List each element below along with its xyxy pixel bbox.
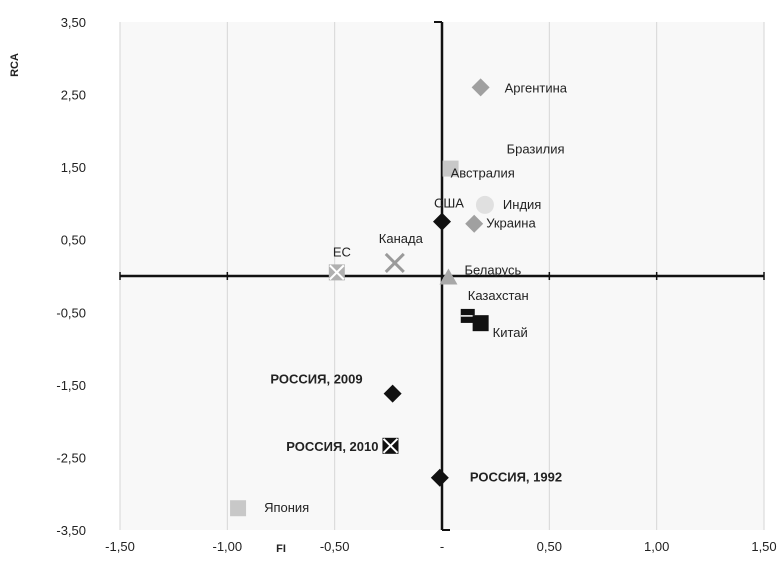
x-tick-label-4: 0,50 [537,539,562,554]
y-axis-title: RCA [9,53,21,77]
point-labels: Аргентина Бразилия Австралия Индия США Украин… [264,80,568,515]
y-tick-label-7: -3,50 [56,523,86,538]
y-tick-label-1: 2,50 [61,88,86,103]
label-9: Казахстан [468,288,529,303]
label-7: Канада [379,231,424,246]
y-tick-labels: 3,50 2,50 1,50 0,50 -0,50 -1,50 -2,50 -3,50 [56,15,86,538]
point-6 [328,264,345,281]
point-7 [384,252,405,273]
point-12-stroke-b [382,438,399,454]
point-12 [382,437,399,454]
label-3: Индия [503,197,541,212]
label-0: Аргентина [505,80,568,95]
y-tick-label-6: -2,50 [56,450,86,465]
x-tick-labels: -1,50 -1,00 -0,50-0,50 1,00 1,50 [105,539,776,554]
point-3 [475,195,494,214]
point-8 [439,268,458,285]
y-tick-label-2: 1,50 [61,160,86,175]
label-11: РОССИЯ, 2009 [270,372,362,387]
label-13: РОССИЯ, 1992 [470,470,562,485]
label-12: РОССИЯ, 2010 [286,439,378,454]
y-tick-label-3: 0,50 [61,233,86,248]
point-14 [230,500,247,517]
label-5: Украина [486,216,536,231]
x-tick-label-3: - [440,539,444,554]
point-0 [471,78,490,97]
data-points [230,78,494,517]
x-tick-label-6: 1,50 [751,539,776,554]
label-2: Австралия [451,166,515,181]
x-tick-label-1: -1,00 [213,539,243,554]
label-14: Япония [264,500,309,515]
point-13 [430,468,449,487]
label-1: Бразилия [507,142,565,157]
label-8: Беларусь [464,262,521,277]
x-axis-title: FI [276,543,286,555]
label-10: Китай [493,325,528,340]
label-4: США [434,196,464,211]
x-tick-label-2: -0,50 [320,539,350,554]
point-11 [383,384,402,403]
point-9 [460,308,475,323]
point-6-stroke-b [329,264,345,281]
y-tick-label-5: -1,50 [56,378,86,393]
label-6: ЕС [333,244,351,259]
y-tick-label-4: -0,50 [56,305,86,320]
point-4 [433,212,451,231]
point-1 [442,160,459,177]
point-7-stroke-b [384,252,405,273]
y-tick-label-0: 3,50 [61,15,86,30]
axes [119,21,765,531]
point-5 [465,214,484,233]
point-10 [472,315,489,332]
x-tick-label-0: -1,50 [105,539,135,554]
x-tick-label-5: 1,00 [644,539,669,554]
